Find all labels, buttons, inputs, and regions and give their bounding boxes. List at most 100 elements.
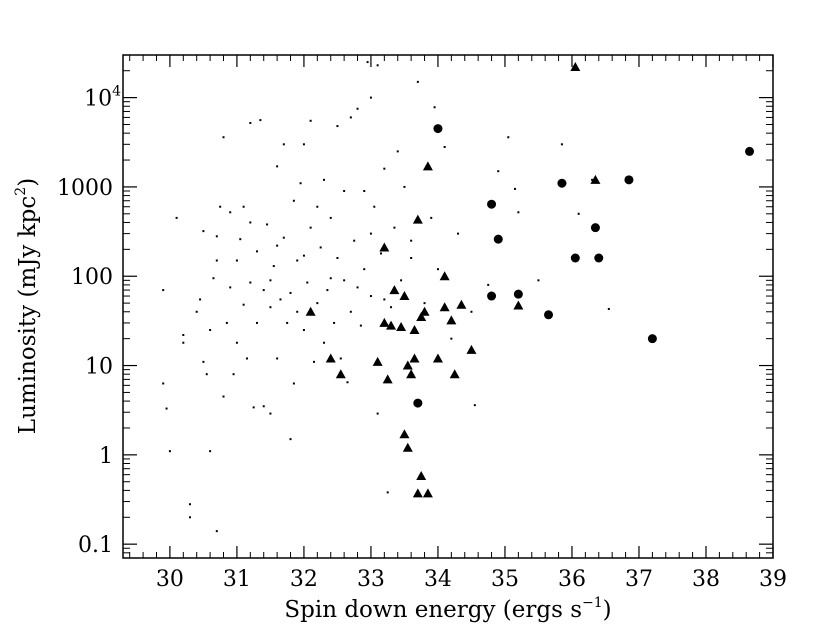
x-tick-label: 31 <box>223 567 251 592</box>
triangle-point <box>379 317 390 327</box>
dot-point <box>296 310 299 313</box>
dot-point <box>182 333 185 336</box>
dot-point <box>537 279 540 282</box>
triangle-point <box>386 320 397 330</box>
dot-point <box>262 289 265 292</box>
dot-point <box>443 145 446 148</box>
dot-point <box>607 307 610 310</box>
x-tick-label: 39 <box>759 567 787 592</box>
triangle-point <box>422 488 433 498</box>
dot-point <box>202 230 205 233</box>
x-tick-label: 32 <box>290 567 318 592</box>
dot-point <box>403 185 406 188</box>
dot-point <box>376 64 379 67</box>
x-tick-label: 33 <box>357 567 385 592</box>
circle-point <box>745 146 755 156</box>
dot-point <box>256 321 259 324</box>
dot-point <box>450 337 453 340</box>
triangle-point <box>449 369 460 379</box>
triangle-point <box>412 214 423 224</box>
dot-point <box>282 143 285 146</box>
dot-point <box>336 257 339 260</box>
triangle-point <box>382 374 393 384</box>
dot-point <box>379 252 382 255</box>
dot-point <box>517 211 520 214</box>
dot-point <box>272 265 275 268</box>
x-axis-ticks: 30 31 32 33 34 35 36 37 38 39 <box>129 55 787 592</box>
dot-point <box>252 406 255 409</box>
dot-point <box>289 438 292 441</box>
dot-point <box>222 395 225 398</box>
dot-point <box>473 404 476 407</box>
dot-point <box>225 321 228 324</box>
dot-point <box>276 244 279 247</box>
y-axis-label: Luminosity (mJy kpc2) <box>13 178 41 434</box>
dot-point <box>215 530 218 533</box>
dot-point <box>189 516 192 519</box>
triangle-point <box>402 442 413 452</box>
dot-point <box>235 341 238 344</box>
circle-point <box>557 178 567 188</box>
triangle-point <box>396 322 407 332</box>
dot-point <box>182 341 185 344</box>
dot-point <box>369 232 372 235</box>
dot-point <box>390 306 393 309</box>
dot-point <box>339 357 342 360</box>
dot-point <box>259 119 262 122</box>
triangle-point <box>466 344 477 354</box>
x-tick-label: 37 <box>625 567 653 592</box>
dot-point <box>306 281 309 284</box>
triangle-point <box>419 306 430 316</box>
dot-point <box>343 190 346 193</box>
dot-point <box>229 286 232 289</box>
x-tick-label: 35 <box>491 567 519 592</box>
dot-point <box>349 116 352 119</box>
dot-point <box>235 259 238 262</box>
dot-point <box>369 295 372 298</box>
dot-point <box>189 503 192 506</box>
y-tick-label: 0.1 <box>78 533 113 558</box>
triangle-point <box>406 369 417 379</box>
dot-point <box>209 329 212 332</box>
dot-point <box>353 239 356 242</box>
dot-point <box>219 205 222 208</box>
dot-point <box>457 232 460 235</box>
triangle-point <box>422 161 433 171</box>
triangle-point <box>389 285 400 295</box>
dot-point <box>292 199 295 202</box>
x-tick-label: 30 <box>156 567 184 592</box>
dot-point <box>423 302 426 305</box>
triangle-point <box>570 62 581 72</box>
dot-point <box>376 412 379 415</box>
dot-point <box>232 373 235 376</box>
dot-point <box>242 205 245 208</box>
dot-point <box>383 167 386 170</box>
triangle-point <box>416 470 427 480</box>
triangle-point <box>409 325 420 335</box>
dot-point <box>383 298 386 301</box>
dot-point <box>410 257 413 260</box>
dot-point <box>309 226 312 229</box>
circle-point <box>513 289 523 299</box>
dot-point <box>302 254 305 257</box>
dot-point <box>386 491 389 494</box>
dot-point <box>175 216 178 219</box>
dot-point <box>239 238 242 241</box>
dot-point <box>282 236 285 239</box>
x-tick-label: 38 <box>692 567 720 592</box>
dot-point <box>229 211 232 214</box>
dot-point <box>296 259 299 262</box>
dot-point <box>487 283 490 286</box>
dot-point <box>326 289 329 292</box>
dot-point <box>319 246 322 249</box>
dot-point <box>393 226 396 229</box>
dot-point <box>269 412 272 415</box>
dot-point <box>242 303 245 306</box>
dot-point <box>336 125 339 128</box>
triangle-point <box>456 299 467 309</box>
x-tick-label: 36 <box>558 567 586 592</box>
dot-point <box>356 286 359 289</box>
dot-point <box>266 223 269 226</box>
triangle-point <box>379 242 390 252</box>
plot-frame <box>122 54 774 559</box>
